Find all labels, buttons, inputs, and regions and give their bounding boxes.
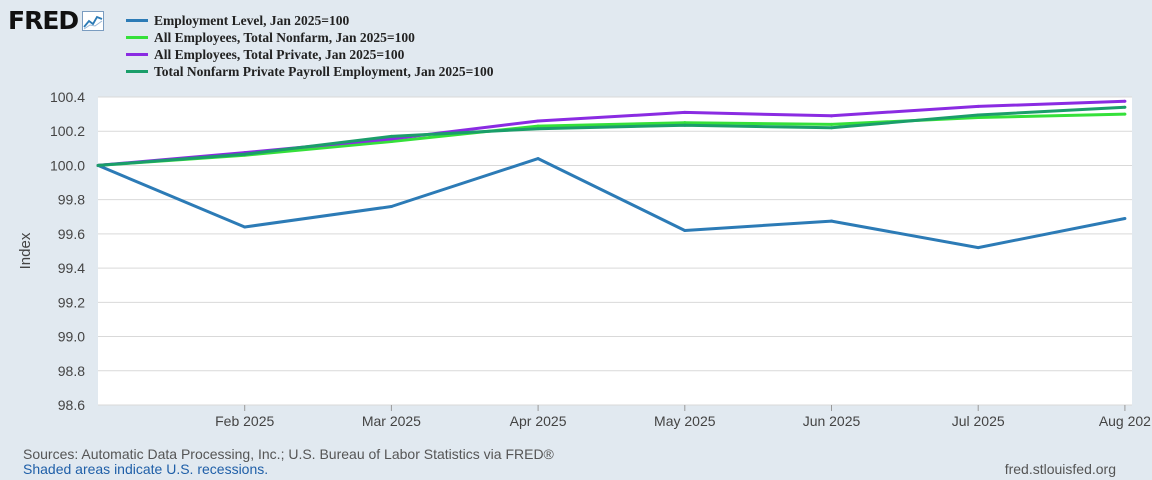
data-point[interactable]	[683, 228, 687, 232]
legend-label: Employment Level, Jan 2025=100	[154, 12, 350, 28]
y-tick-label: 100.4	[50, 89, 85, 105]
data-point[interactable]	[683, 110, 687, 114]
series-line-1[interactable]	[97, 112, 1125, 167]
data-point[interactable]	[976, 246, 980, 250]
gridlines	[98, 96, 1132, 406]
data-point[interactable]	[536, 124, 540, 128]
y-tick-label: 99.4	[58, 260, 85, 276]
line-chart: 98.6 98.8 99.0 99.2 99.4 99.6 99.8 100.0 100.2 10…	[17, 89, 1151, 429]
data-point[interactable]	[1123, 216, 1127, 220]
recession-note[interactable]: Shaded areas indicate U.S. recessions.	[23, 461, 269, 477]
x-tick-label: Apr 2025	[510, 413, 567, 429]
sources-note: Sources: Automatic Data Processing, Inc.…	[23, 446, 554, 462]
data-point[interactable]	[976, 113, 980, 117]
x-tick-label: Aug 202	[1099, 413, 1151, 429]
x-tick-label: May 2025	[654, 413, 716, 429]
data-point[interactable]	[536, 119, 540, 123]
y-tick-label: 99.8	[58, 192, 85, 208]
chart-legend: Employment Level, Jan 2025=100 All Emplo…	[126, 12, 494, 80]
y-tick-label: 100.2	[50, 123, 85, 139]
legend-label: All Employees, Total Nonfarm, Jan 2025=1…	[154, 29, 415, 45]
series-line-0[interactable]	[97, 157, 1126, 250]
data-point[interactable]	[830, 114, 833, 118]
legend-item-total-nonfarm[interactable]: All Employees, Total Nonfarm, Jan 2025=1…	[126, 29, 494, 46]
x-tick-label: Jun 2025	[803, 413, 861, 429]
legend-swatch	[126, 53, 148, 56]
data-point[interactable]	[1123, 105, 1127, 109]
fred-logo[interactable]: FRED	[8, 6, 105, 35]
y-tick-label: 99.6	[58, 226, 85, 242]
data-point[interactable]	[976, 116, 980, 120]
legend-swatch	[126, 70, 148, 73]
data-point[interactable]	[830, 122, 833, 126]
data-point[interactable]	[976, 104, 980, 108]
data-point[interactable]	[683, 123, 687, 127]
data-point[interactable]	[1123, 99, 1127, 103]
y-axis-label: Index	[17, 232, 34, 269]
data-point[interactable]	[830, 219, 833, 223]
x-tick-label: Jul 2025	[952, 413, 1005, 429]
data-point[interactable]	[536, 127, 540, 131]
y-tick-label: 100.0	[50, 157, 85, 173]
legend-label: All Employees, Total Private, Jan 2025=1…	[154, 46, 405, 62]
series-lines	[96, 99, 1127, 250]
data-point[interactable]	[389, 205, 393, 209]
data-point[interactable]	[683, 121, 687, 125]
x-tick-label: Mar 2025	[362, 413, 421, 429]
legend-item-employment-level[interactable]: Employment Level, Jan 2025=100	[126, 12, 494, 29]
legend-item-private-payroll[interactable]: Total Nonfarm Private Payroll Employment…	[126, 63, 494, 80]
y-tick-label: 98.8	[58, 363, 85, 379]
x-tick-label: Feb 2025	[215, 413, 274, 429]
fred-wordmark: FRED	[8, 6, 79, 35]
y-tick-label: 98.6	[58, 397, 85, 413]
legend-swatch	[126, 19, 148, 22]
legend-item-total-private[interactable]: All Employees, Total Private, Jan 2025=1…	[126, 46, 494, 63]
data-point[interactable]	[389, 134, 393, 138]
site-link[interactable]: fred.stlouisfed.org	[1004, 461, 1116, 477]
series-line-3[interactable]	[97, 105, 1125, 167]
data-point[interactable]	[536, 157, 540, 161]
legend-swatch	[126, 36, 148, 39]
plot-area	[98, 97, 1132, 405]
data-point[interactable]	[243, 152, 247, 156]
y-tick-label: 99.0	[58, 329, 85, 345]
y-tick-label: 99.2	[58, 294, 85, 310]
line-chart-icon	[82, 10, 105, 31]
data-point[interactable]	[389, 139, 393, 143]
data-point[interactable]	[243, 225, 247, 229]
x-axis-ticks: Feb 2025 Mar 2025 Apr 2025 May 2025 Jun 2025…	[215, 405, 1151, 429]
y-axis-ticks: 98.6 98.8 99.0 99.2 99.4 99.6 99.8 100.0 100.2 10…	[50, 89, 85, 413]
data-point[interactable]	[389, 137, 393, 141]
data-point[interactable]	[1123, 112, 1127, 116]
legend-label: Total Nonfarm Private Payroll Employment…	[154, 63, 494, 79]
data-point[interactable]	[96, 163, 100, 167]
data-point[interactable]	[830, 126, 833, 130]
